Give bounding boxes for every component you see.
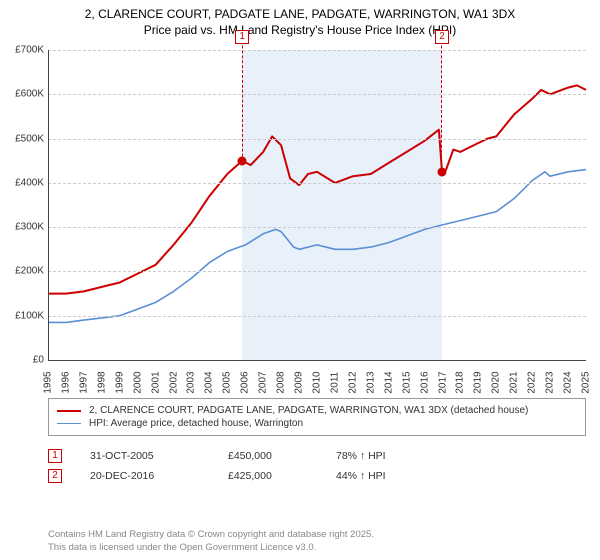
series-hpi <box>48 170 586 323</box>
legend-label: HPI: Average price, detached house, Warr… <box>89 418 303 429</box>
legend-swatch <box>57 423 81 424</box>
chart-area: £0£100K£200K£300K£400K£500K£600K£700K199… <box>48 50 586 360</box>
y-axis <box>48 50 49 360</box>
legend-swatch <box>57 410 81 412</box>
gridline <box>48 183 586 184</box>
sale-marker <box>437 167 446 176</box>
gridline <box>48 94 586 95</box>
x-tick-label: 1996 <box>60 371 71 393</box>
sale-marker <box>238 156 247 165</box>
sales-row: 2 20-DEC-2016 £425,000 44% ↑ HPI <box>48 466 586 486</box>
chart-title: 2, CLARENCE COURT, PADGATE LANE, PADGATE… <box>0 0 600 42</box>
sale-numbox: 1 <box>48 449 62 463</box>
x-tick-label: 2007 <box>258 371 269 393</box>
x-tick-label: 2021 <box>509 371 520 393</box>
sale-price: £425,000 <box>228 470 308 482</box>
legend-label: 2, CLARENCE COURT, PADGATE LANE, PADGATE… <box>89 405 528 416</box>
legend-row-price-paid: 2, CLARENCE COURT, PADGATE LANE, PADGATE… <box>57 404 577 417</box>
y-tick-label: £0 <box>0 355 44 366</box>
x-tick-label: 2019 <box>473 371 484 393</box>
sale-delta: 44% ↑ HPI <box>336 470 386 482</box>
footer-line2: This data is licensed under the Open Gov… <box>48 542 374 554</box>
footer-line1: Contains HM Land Registry data © Crown c… <box>48 529 374 541</box>
y-tick-label: £100K <box>0 310 44 321</box>
x-tick-label: 2024 <box>563 371 574 393</box>
sale-numbox-top: 1 <box>235 30 249 44</box>
title-line1: 2, CLARENCE COURT, PADGATE LANE, PADGATE… <box>10 6 590 22</box>
x-tick-label: 2002 <box>168 371 179 393</box>
series-svg <box>48 50 586 360</box>
x-tick-label: 1997 <box>78 371 89 393</box>
x-tick-label: 2009 <box>294 371 305 393</box>
x-tick-label: 2016 <box>419 371 430 393</box>
x-tick-label: 2015 <box>401 371 412 393</box>
sale-price: £450,000 <box>228 450 308 462</box>
sale-date: 20-DEC-2016 <box>90 470 200 482</box>
x-tick-label: 2004 <box>204 371 215 393</box>
footer: Contains HM Land Registry data © Crown c… <box>48 529 374 554</box>
x-tick-label: 2010 <box>312 371 323 393</box>
y-tick-label: £700K <box>0 45 44 56</box>
series-price_paid <box>48 85 586 293</box>
x-tick-label: 2014 <box>383 371 394 393</box>
title-line2: Price paid vs. HM Land Registry's House … <box>10 22 590 38</box>
x-tick-label: 2003 <box>186 371 197 393</box>
x-tick-label: 2008 <box>276 371 287 393</box>
x-tick-label: 1995 <box>43 371 54 393</box>
gridline <box>48 271 586 272</box>
sale-numbox-top: 2 <box>435 30 449 44</box>
gridline <box>48 227 586 228</box>
x-tick-label: 2018 <box>455 371 466 393</box>
y-tick-label: £200K <box>0 266 44 277</box>
x-tick-label: 2005 <box>222 371 233 393</box>
y-tick-label: £500K <box>0 133 44 144</box>
x-tick-label: 2013 <box>365 371 376 393</box>
x-tick-label: 2023 <box>545 371 556 393</box>
gridline <box>48 50 586 51</box>
x-axis <box>48 360 586 361</box>
x-tick-label: 2006 <box>240 371 251 393</box>
x-tick-label: 1999 <box>114 371 125 393</box>
sales-table: 1 31-OCT-2005 £450,000 78% ↑ HPI 2 20-DE… <box>48 446 586 486</box>
x-tick-label: 2022 <box>527 371 538 393</box>
x-tick-label: 2001 <box>150 371 161 393</box>
legend: 2, CLARENCE COURT, PADGATE LANE, PADGATE… <box>48 398 586 436</box>
sale-date: 31-OCT-2005 <box>90 450 200 462</box>
y-tick-label: £600K <box>0 89 44 100</box>
x-tick-label: 2011 <box>329 372 340 394</box>
x-tick-label: 2017 <box>437 371 448 393</box>
legend-row-hpi: HPI: Average price, detached house, Warr… <box>57 417 577 430</box>
x-tick-label: 2025 <box>581 371 592 393</box>
x-tick-label: 1998 <box>96 371 107 393</box>
y-tick-label: £400K <box>0 177 44 188</box>
gridline <box>48 139 586 140</box>
x-tick-label: 2020 <box>491 371 502 393</box>
y-tick-label: £300K <box>0 222 44 233</box>
gridline <box>48 316 586 317</box>
x-tick-label: 2000 <box>132 371 143 393</box>
sale-delta: 78% ↑ HPI <box>336 450 386 462</box>
x-tick-label: 2012 <box>347 371 358 393</box>
sale-numbox: 2 <box>48 469 62 483</box>
sales-row: 1 31-OCT-2005 £450,000 78% ↑ HPI <box>48 446 586 466</box>
